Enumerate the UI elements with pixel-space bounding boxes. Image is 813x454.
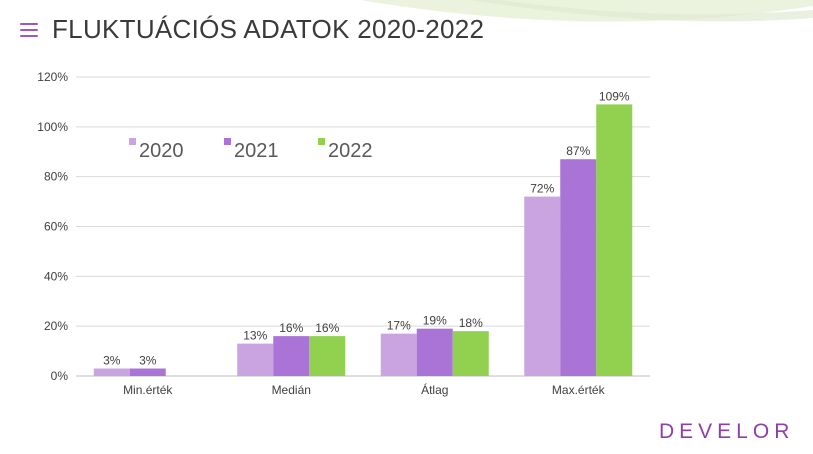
legend-label: 2020 [139, 140, 184, 162]
data-label: 13% [243, 329, 267, 343]
x-tick-label: Min.érték [123, 383, 173, 397]
data-label: 19% [423, 314, 447, 328]
x-tick-label: Átlag [421, 382, 448, 397]
data-label: 16% [315, 321, 339, 335]
x-tick-label: Medián [272, 383, 311, 397]
brand-logo: DEVELOR [659, 420, 795, 443]
bar [237, 343, 274, 376]
legend-label: 2022 [328, 140, 373, 162]
data-label: 17% [387, 319, 411, 333]
data-label: 18% [459, 316, 483, 330]
legend-swatch [129, 138, 136, 145]
bar [93, 368, 130, 376]
page-title: FLUKTUÁCIÓS ADATOK 2020-2022 [52, 14, 485, 44]
x-tick-label: Max.érték [552, 383, 606, 397]
y-tick-label: 60% [44, 220, 68, 234]
y-tick-label: 120% [37, 70, 68, 84]
bar [596, 104, 633, 377]
title-bar: FLUKTUÁCIÓS ADATOK 2020-2022 [20, 14, 484, 45]
bar [560, 159, 597, 376]
y-tick-label: 40% [44, 269, 68, 283]
bar [380, 333, 417, 376]
legend-swatch [318, 138, 325, 145]
y-tick-label: 80% [44, 170, 68, 184]
y-tick-label: 100% [37, 120, 68, 134]
legend-swatch [224, 138, 231, 145]
bar [524, 196, 561, 376]
data-label: 87% [566, 144, 590, 158]
data-label: 72% [530, 182, 554, 196]
data-label: 16% [279, 321, 303, 335]
menu-lines-icon [20, 18, 38, 42]
bar [309, 336, 346, 376]
bar [273, 336, 310, 376]
data-label: 3% [103, 354, 121, 368]
header-swoosh [360, 0, 813, 22]
bar [416, 328, 453, 376]
bar [452, 331, 489, 376]
y-tick-label: 20% [44, 319, 68, 333]
legend-label: 2021 [234, 140, 279, 162]
bar [129, 368, 166, 376]
y-tick-label: 0% [51, 369, 69, 383]
data-label: 3% [139, 354, 157, 368]
data-label: 109% [599, 89, 630, 103]
